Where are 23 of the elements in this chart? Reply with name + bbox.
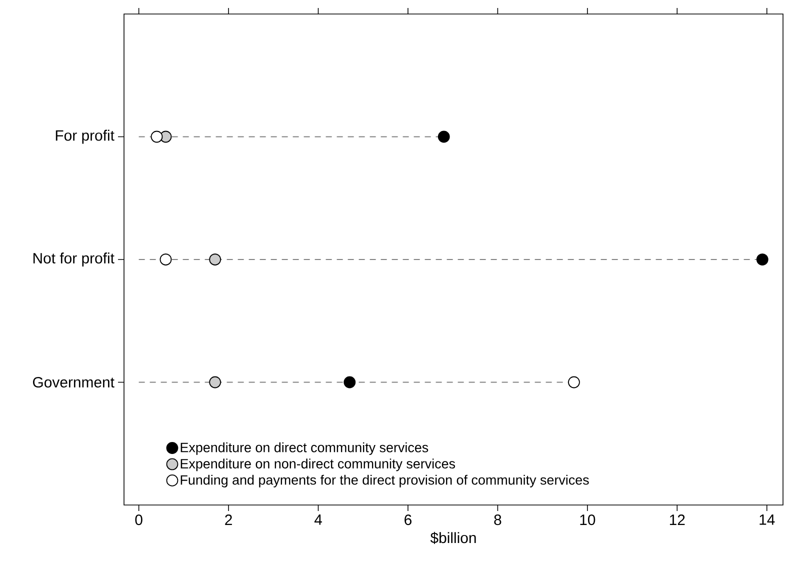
- x-tick-label: 4: [314, 514, 322, 525]
- point: [209, 376, 222, 388]
- point: [160, 254, 172, 266]
- x-tick-label: 12: [670, 514, 685, 525]
- x-axis-title: $billion: [430, 532, 476, 544]
- legend-label: Expenditure on direct community services: [180, 442, 428, 455]
- y-tick-label: Not for profit: [33, 252, 114, 266]
- point: [209, 254, 222, 266]
- x-tick-label: 0: [135, 514, 142, 526]
- x-tick-label: 2: [225, 514, 232, 525]
- point: [756, 254, 768, 266]
- legend-label: Funding and payments for the direct provision of community services: [180, 474, 589, 488]
- x-tick-label: 8: [494, 514, 502, 526]
- legend-label: Expenditure on non-direct community services: [180, 458, 456, 472]
- y-tick-label: Government: [33, 376, 114, 388]
- point: [344, 376, 356, 388]
- x-tick-label: 6: [404, 514, 412, 526]
- x-tick-label: 14: [760, 514, 775, 525]
- point: [150, 130, 163, 143]
- point: [438, 130, 450, 143]
- point: [568, 376, 580, 388]
- x-tick-label: 10: [580, 514, 596, 526]
- y-tick-label: For profit: [56, 130, 114, 144]
